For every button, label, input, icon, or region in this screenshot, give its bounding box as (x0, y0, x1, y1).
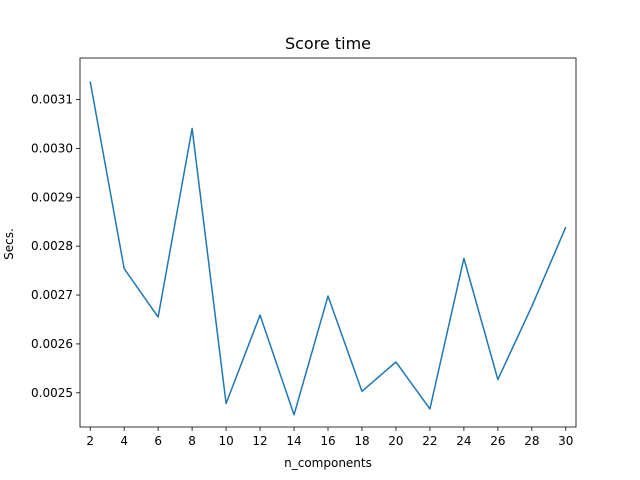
x-tick-label: 4 (120, 434, 128, 448)
plot-area: 2 4 6 8 10 12 14 16 18 20 22 24 26 28 300.00250.00260.… (31, 57, 577, 448)
y-tick-label: 0.0028 (31, 239, 73, 253)
axes-frame (79, 57, 577, 428)
x-axis-label: n_components (284, 456, 372, 470)
y-axis-label: Secs. (2, 228, 16, 260)
y-tick-label: 0.0026 (31, 337, 73, 351)
x-tick-label: 6 (154, 434, 162, 448)
x-tick-label: 30 (558, 434, 573, 448)
x-tick-label: 18 (354, 434, 369, 448)
x-tick-label: 28 (524, 434, 539, 448)
x-tick-label: 10 (218, 434, 233, 448)
y-tick-label: 0.0025 (31, 386, 73, 400)
x-tick-label: 16 (320, 434, 335, 448)
y-tick-label: 0.0027 (31, 288, 73, 302)
x-tick-label: 12 (252, 434, 267, 448)
y-tick-label: 0.0030 (31, 141, 73, 155)
series-line-0 (89, 81, 567, 416)
x-tick-label: 8 (188, 434, 196, 448)
x-tick-label: 24 (456, 434, 471, 448)
y-tick-label: 0.0029 (31, 190, 73, 204)
x-tick-label: 2 (86, 434, 94, 448)
x-tick-label: 14 (286, 434, 301, 448)
y-tick-label: 0.0031 (31, 93, 73, 107)
chart-title: Score time (285, 34, 371, 53)
x-tick-label: 26 (490, 434, 505, 448)
x-tick-label: 22 (422, 434, 437, 448)
x-tick-label: 20 (388, 434, 403, 448)
